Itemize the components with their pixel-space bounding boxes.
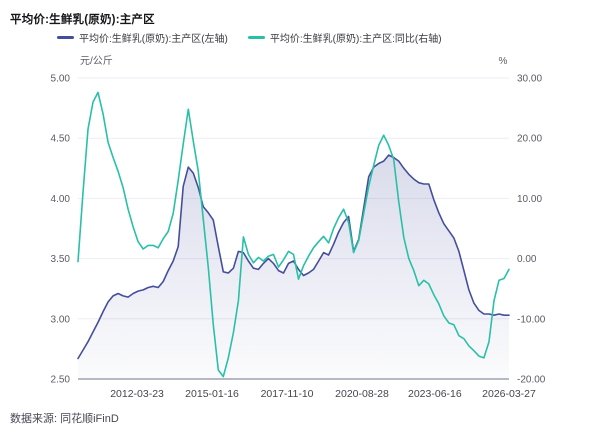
- x-tick: 2015-01-16: [185, 388, 239, 400]
- x-tick: 2023-06-16: [408, 388, 462, 400]
- data-source: 数据来源: 同花顺iFinD: [10, 413, 119, 425]
- legend-line-marker-yoy: [247, 36, 265, 39]
- y-right-tick: 0.00: [517, 254, 537, 265]
- y-right-tick: -10.00: [517, 314, 546, 325]
- y-left-unit-label: 元/公斤: [80, 55, 113, 67]
- y-right-tick: 30.00: [517, 74, 542, 85]
- legend-label-price: 平均价:生鲜乳(原奶):主产区(左轴): [79, 34, 228, 45]
- series-line-price[interactable]: [77, 154, 510, 360]
- y-right-tick: -20.00: [517, 375, 546, 386]
- x-axis: 2012-03-23 2015-01-16 2017-11-10 2020-08-28…: [110, 388, 536, 400]
- legend: 平均价:生鲜乳(原奶):主产区(左轴) 平均价:生鲜乳(原奶):主产区:同比(右…: [57, 30, 442, 45]
- y-left-tick: 4.00: [51, 194, 71, 205]
- y-left-tick: 3.00: [51, 314, 71, 325]
- chart-title: 平均价:生鲜乳(原奶):主产区: [10, 14, 155, 26]
- x-tick: 2026-03-27: [482, 388, 536, 400]
- legend-item-price[interactable]: 平均价:生鲜乳(原奶):主产区(左轴): [57, 30, 228, 45]
- y-left-tick: 4.50: [51, 134, 71, 145]
- y-right-tick: 20.00: [517, 134, 542, 145]
- y-axis-left: 5.00 4.50 4.00 3.50 3.00 2.50: [51, 74, 71, 386]
- y-axis-right: 30.00 20.00 10.00 0.00 -10.00 -20.00: [517, 74, 546, 386]
- y-left-tick: 3.50: [51, 254, 71, 265]
- y-right-tick: 10.00: [517, 194, 542, 205]
- x-tick: 2012-03-23: [110, 388, 164, 400]
- x-tick: 2020-08-28: [335, 388, 389, 400]
- legend-line-marker-price: [57, 36, 74, 39]
- y-left-tick: 5.00: [51, 74, 71, 85]
- series-line-yoy[interactable]: [77, 91, 510, 378]
- series-area-price: [78, 155, 509, 379]
- legend-item-yoy[interactable]: 平均价:生鲜乳(原奶):主产区:同比(右轴): [247, 30, 442, 45]
- y-right-unit-label: %: [499, 56, 508, 67]
- y-left-tick: 2.50: [51, 375, 71, 386]
- x-tick: 2017-11-10: [261, 388, 314, 400]
- legend-label-yoy: 平均价:生鲜乳(原奶):主产区:同比(右轴): [269, 34, 442, 45]
